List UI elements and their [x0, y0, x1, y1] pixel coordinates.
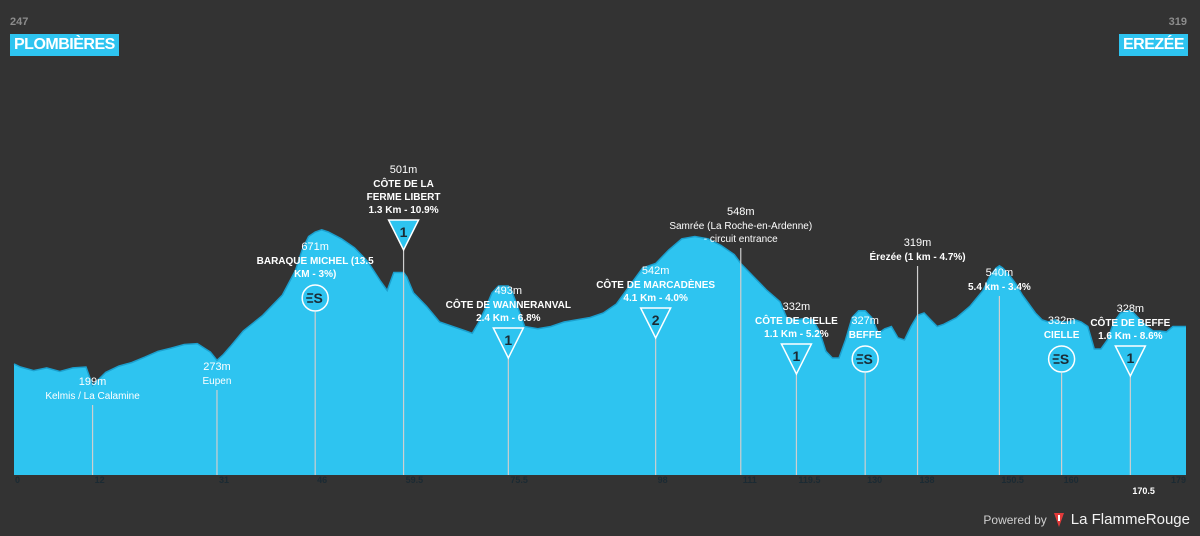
- marker-elevation: 273m: [203, 361, 231, 373]
- x-tick-label: 150.5: [1001, 475, 1024, 485]
- climb-category-number: 1: [504, 332, 512, 348]
- brand-name: La FlammeRouge: [1070, 511, 1190, 528]
- marker-elevation: 327m: [851, 315, 879, 327]
- marker-label: 1.3 Km - 10.9%: [369, 205, 439, 216]
- marker-label: 4.1 Km - 4.0%: [623, 293, 688, 304]
- marker-elevation: 199m: [79, 376, 107, 388]
- powered-by-label: Powered by: [983, 512, 1047, 527]
- climb-category-icon: [492, 327, 525, 360]
- sprint-icon-letter: S: [864, 351, 873, 367]
- x-tick-label: 98: [658, 475, 668, 485]
- sprint-icon: [301, 284, 329, 312]
- marker-elevation: 540m: [986, 267, 1014, 279]
- x-tick-label: 12: [95, 475, 105, 485]
- sprint-icon-lines: [1052, 354, 1060, 364]
- marker-elevation: 332m: [1048, 315, 1076, 327]
- x-tick-label: 138: [920, 475, 935, 485]
- marker-label: Eupen: [203, 376, 232, 387]
- finish-location-badge: EREZÉE: [1118, 34, 1188, 56]
- marker-label: CÔTE DE CIELLE: [755, 314, 838, 327]
- x-tick-label: 0: [15, 475, 20, 485]
- sprint-icon-lines: [306, 293, 314, 303]
- marker-label: BARAQUE MICHEL (13.5: [257, 256, 374, 267]
- marker-label: CÔTE DE BEFFE: [1090, 316, 1170, 329]
- marker-elevation: 671m: [301, 241, 329, 253]
- climb-category-number: 1: [793, 348, 801, 364]
- sprint-icon-letter: S: [314, 290, 323, 306]
- climb-category-icon: [639, 307, 672, 340]
- marker-label: CIELLE: [1044, 330, 1080, 341]
- marker-label: 2.4 Km - 6.8%: [476, 313, 541, 324]
- marker-label: Samrée (La Roche-en-Ardenne): [669, 221, 812, 232]
- marker-label: BEFFE: [849, 330, 882, 341]
- marker-elevation: 493m: [495, 285, 523, 297]
- x-tick-label: 119.5: [798, 475, 820, 485]
- climb-category-number: 2: [652, 312, 660, 328]
- climb-category-number: 1: [400, 224, 408, 240]
- marker-elevation: 319m: [904, 237, 932, 249]
- marker-label: CÔTE DE LA: [373, 177, 434, 190]
- sprint-icon-lines: [856, 354, 864, 364]
- climb-category-icon: [1114, 345, 1147, 378]
- marker-label: CÔTE DE WANNERANVAL: [446, 298, 571, 311]
- marker-label: CÔTE DE MARCADÈNES: [596, 278, 715, 291]
- x-tick-label: 59.5: [406, 475, 424, 485]
- marker-elevation: 501m: [390, 164, 418, 176]
- marker-elevation: 542m: [642, 265, 670, 277]
- x-tick-label: 46: [317, 475, 327, 485]
- flame-rouge-logo-icon: [1053, 512, 1064, 527]
- marker-label: 1.6 Km - 8.6%: [1098, 331, 1163, 342]
- marker-label: Kelmis / La Calamine: [45, 391, 140, 402]
- sprint-icon: [1047, 345, 1076, 373]
- x-tick-label: 111: [743, 475, 757, 485]
- x-tick-label: 130: [867, 475, 882, 485]
- marker-label: 1.1 Km - 5.2%: [764, 329, 829, 340]
- x-tick-label: 160: [1064, 475, 1079, 485]
- x-tick-label: 179: [1171, 475, 1186, 485]
- start-location-badge: PLOMBIÈRES: [10, 34, 119, 56]
- branding: Powered by La FlammeRouge: [983, 511, 1190, 528]
- sprint-icon: [851, 345, 879, 373]
- sprint-icon-letter: S: [1060, 351, 1069, 367]
- marker-elevation: 328m: [1117, 303, 1145, 315]
- climb-category-icon: [780, 343, 813, 376]
- marker-elevation: 332m: [783, 301, 811, 313]
- x-tick-label: 170.5: [1132, 486, 1155, 496]
- marker-elevation: 548m: [727, 206, 755, 218]
- x-tick-label: 31: [219, 475, 229, 485]
- elevation-start: 247: [10, 16, 29, 28]
- climb-category-number: 1: [1126, 350, 1134, 366]
- marker-label: KM - 3%): [294, 269, 336, 280]
- marker-label: FERME LIBERT: [367, 192, 441, 203]
- elevation-finish: 319: [1168, 16, 1187, 28]
- marker-label: Érezée (1 km - 4.7%): [869, 250, 965, 263]
- marker-label: 5.4 km - 3.4%: [968, 282, 1031, 293]
- elevation-profile-line: [13, 229, 1186, 387]
- x-tick-label: 75.5: [510, 475, 528, 485]
- marker-label: - circuit entrance: [704, 234, 778, 245]
- climb-category-icon: [387, 219, 420, 252]
